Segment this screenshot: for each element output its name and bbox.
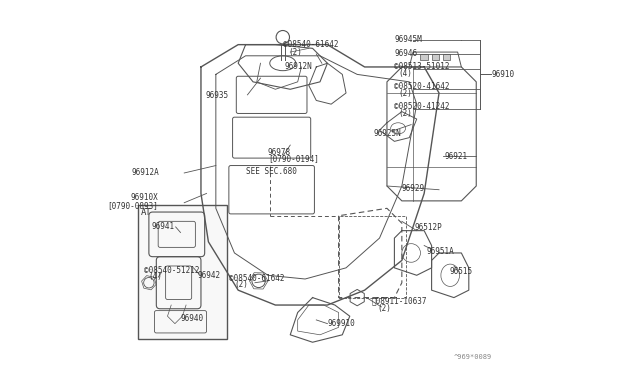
Text: [0790-0893]: [0790-0893]	[108, 201, 158, 210]
Text: 96929: 96929	[402, 185, 425, 193]
Bar	[420, 54, 428, 60]
Text: (2): (2)	[378, 304, 392, 312]
Text: ©08520-41642: ©08520-41642	[394, 82, 450, 91]
Text: ⓝ08911-10637: ⓝ08911-10637	[372, 297, 428, 306]
Text: ©08540-51212: ©08540-51212	[143, 266, 199, 275]
Bar	[138, 205, 227, 339]
Text: [0790-0194]: [0790-0194]	[268, 154, 319, 163]
Text: 96945M: 96945M	[394, 35, 422, 44]
Text: (2): (2)	[399, 89, 413, 97]
Text: 96910: 96910	[492, 70, 515, 79]
Text: ©08540-61642: ©08540-61642	[283, 40, 339, 49]
Text: 96925N: 96925N	[374, 129, 402, 138]
Text: 96941: 96941	[152, 222, 175, 231]
Text: ©08513-51012: ©08513-51012	[394, 62, 450, 71]
Text: SEE SEC.680: SEE SEC.680	[246, 167, 296, 176]
Text: (2): (2)	[289, 48, 302, 57]
Text: (2): (2)	[234, 280, 248, 289]
Text: ^969*0089: ^969*0089	[454, 354, 492, 360]
Text: ©08520-41242: ©08520-41242	[394, 102, 450, 111]
Text: 96921: 96921	[445, 152, 468, 161]
Bar	[339, 216, 406, 298]
Text: 96935: 96935	[205, 92, 229, 100]
Text: (2): (2)	[399, 109, 413, 118]
Text: (4): (4)	[148, 272, 162, 280]
Text: 96912N: 96912N	[285, 62, 312, 71]
Text: ©08540-61642: ©08540-61642	[229, 274, 284, 283]
Text: 96515: 96515	[449, 267, 472, 276]
Text: 96951A: 96951A	[426, 247, 454, 256]
Text: 96910X: 96910X	[131, 193, 158, 202]
Text: (4): (4)	[399, 69, 413, 78]
Text: 969910: 969910	[328, 319, 355, 328]
Text: AT: AT	[141, 208, 152, 217]
Text: 96940: 96940	[180, 314, 204, 323]
Text: 96942: 96942	[197, 271, 220, 280]
Bar	[431, 54, 439, 60]
Text: 96912A: 96912A	[132, 169, 159, 177]
Text: 96946: 96946	[394, 49, 417, 58]
Bar	[443, 54, 450, 60]
Text: 96512P: 96512P	[415, 223, 443, 232]
Text: 96978: 96978	[268, 148, 291, 157]
